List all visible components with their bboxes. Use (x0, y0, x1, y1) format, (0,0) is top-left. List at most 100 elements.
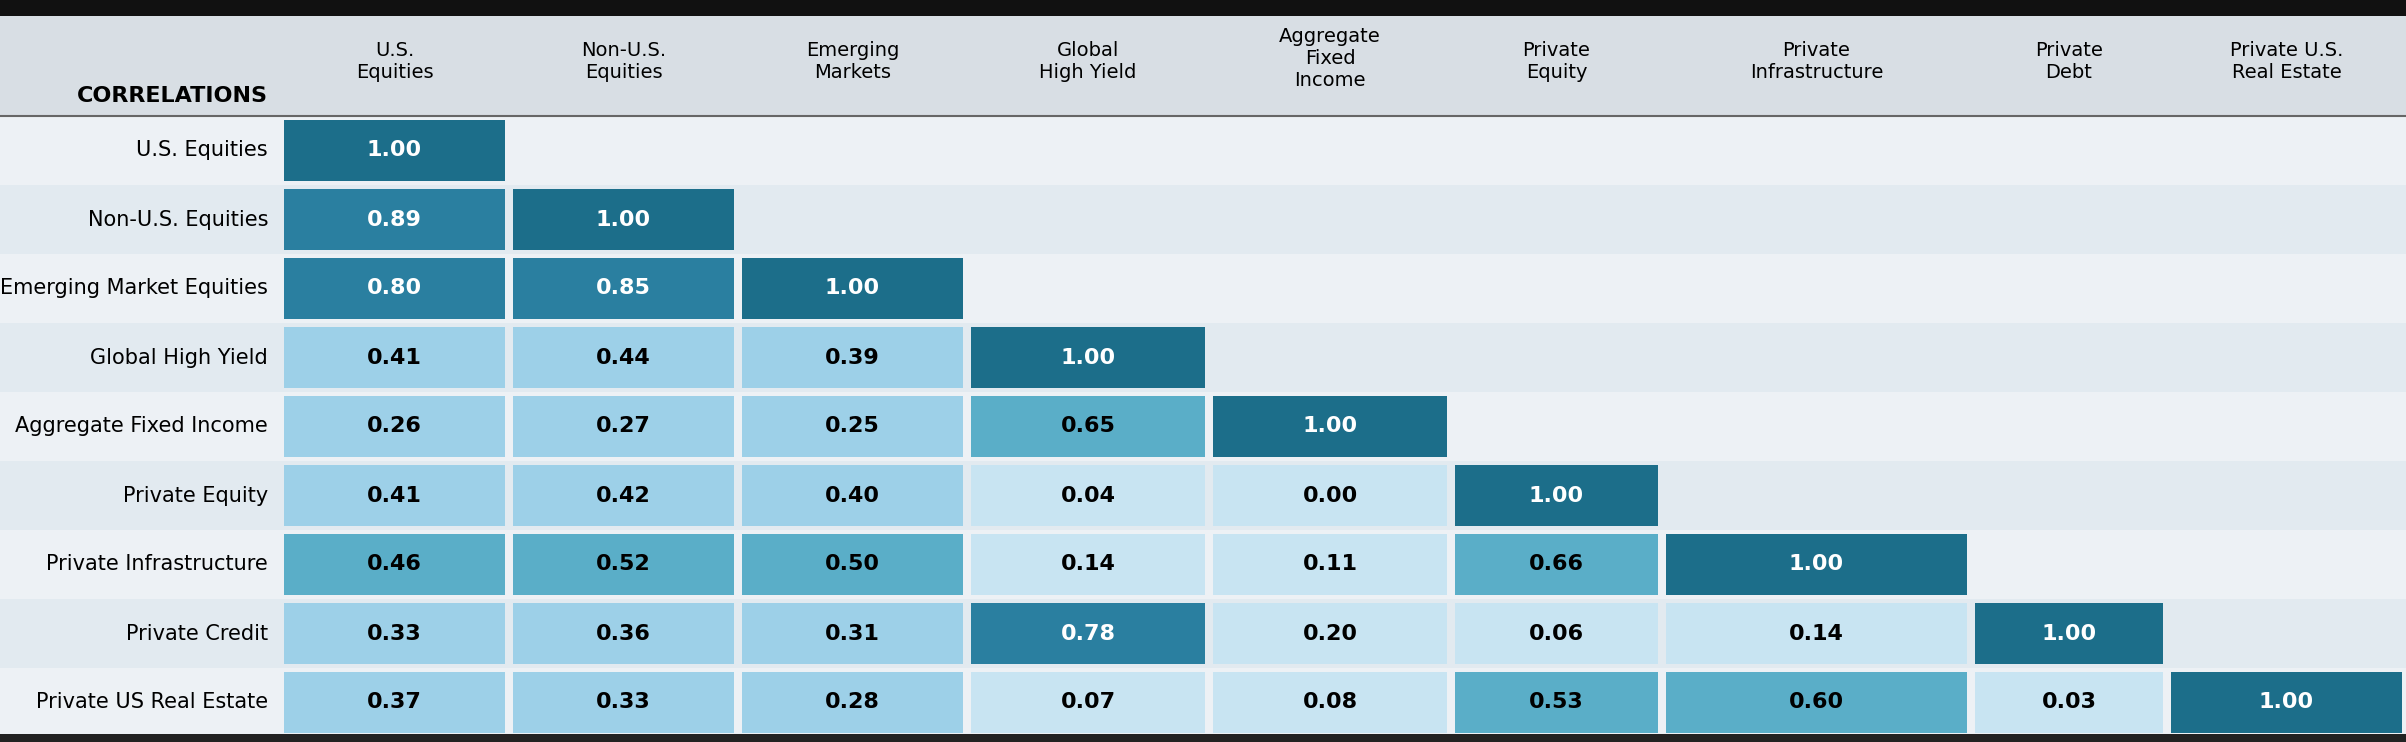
Bar (512, 396, 734, 457)
Bar (284, 465, 505, 526)
Text: 0.31: 0.31 (825, 623, 881, 643)
Text: 0.89: 0.89 (368, 209, 421, 229)
Text: Aggregate Fixed Income: Aggregate Fixed Income (14, 416, 267, 436)
Bar (284, 189, 505, 250)
Text: 0.37: 0.37 (368, 692, 421, 712)
Text: 0.78: 0.78 (1061, 623, 1116, 643)
Text: 1.00: 1.00 (1528, 485, 1583, 505)
Bar (741, 603, 962, 664)
Bar (284, 327, 505, 388)
Text: 0.33: 0.33 (368, 623, 421, 643)
Text: Private: Private (2035, 41, 2103, 59)
Text: 0.60: 0.60 (1790, 692, 1843, 712)
Text: Aggregate: Aggregate (1280, 27, 1381, 45)
Text: 1.00: 1.00 (2040, 623, 2096, 643)
Text: Fixed: Fixed (1304, 48, 1355, 68)
Text: Infrastructure: Infrastructure (1749, 62, 1884, 82)
Bar (1213, 396, 1446, 457)
Text: U.S.: U.S. (375, 41, 414, 59)
Text: 0.50: 0.50 (825, 554, 881, 574)
Text: Emerging Market Equities: Emerging Market Equities (0, 278, 267, 298)
Text: 0.25: 0.25 (825, 416, 881, 436)
Text: 0.53: 0.53 (1530, 692, 1583, 712)
Text: High Yield: High Yield (1039, 62, 1136, 82)
Bar (1665, 534, 1968, 595)
Bar (1456, 534, 1658, 595)
Bar (284, 396, 505, 457)
Bar (0, 668, 2406, 737)
Text: Global High Yield: Global High Yield (91, 347, 267, 367)
Text: 0.39: 0.39 (825, 347, 881, 367)
Text: Emerging: Emerging (806, 41, 900, 59)
Text: 0.28: 0.28 (825, 692, 881, 712)
Bar (741, 672, 962, 733)
Text: 0.14: 0.14 (1790, 623, 1843, 643)
Bar (0, 185, 2406, 254)
Bar (972, 396, 1205, 457)
Bar (0, 0, 2406, 16)
Bar (284, 534, 505, 595)
Bar (741, 396, 962, 457)
Bar (1213, 672, 1446, 733)
Text: Global: Global (1056, 41, 1119, 59)
Text: Debt: Debt (2045, 62, 2093, 82)
Bar (741, 465, 962, 526)
Text: 0.40: 0.40 (825, 485, 881, 505)
Bar (972, 603, 1205, 664)
Text: 0.04: 0.04 (1061, 485, 1116, 505)
Bar (0, 461, 2406, 530)
Bar (741, 258, 962, 319)
Text: 0.03: 0.03 (2043, 692, 2096, 712)
Text: CORRELATIONS: CORRELATIONS (77, 86, 267, 106)
Bar (741, 327, 962, 388)
Bar (1213, 465, 1446, 526)
Text: Equities: Equities (356, 62, 433, 82)
Text: Private US Real Estate: Private US Real Estate (36, 692, 267, 712)
Bar (0, 16, 2406, 116)
Bar (0, 530, 2406, 599)
Text: Non-U.S.: Non-U.S. (580, 41, 666, 59)
Text: Equity: Equity (1525, 62, 1588, 82)
Text: 1.00: 1.00 (1302, 416, 1357, 436)
Text: 0.07: 0.07 (1061, 692, 1116, 712)
Text: 0.44: 0.44 (597, 347, 652, 367)
Text: 0.41: 0.41 (368, 485, 421, 505)
Text: 0.42: 0.42 (597, 485, 652, 505)
Text: 0.41: 0.41 (368, 347, 421, 367)
Bar (0, 392, 2406, 461)
Text: 0.20: 0.20 (1302, 623, 1357, 643)
Bar (0, 116, 2406, 185)
Bar (972, 327, 1205, 388)
Text: Markets: Markets (813, 62, 890, 82)
Text: U.S. Equities: U.S. Equities (137, 140, 267, 160)
Text: 0.00: 0.00 (1302, 485, 1357, 505)
Text: Private: Private (1783, 41, 1850, 59)
Bar (1456, 672, 1658, 733)
Text: Private U.S.: Private U.S. (2230, 41, 2343, 59)
Text: 0.66: 0.66 (1528, 554, 1583, 574)
Text: 0.11: 0.11 (1302, 554, 1357, 574)
Bar (972, 672, 1205, 733)
Bar (1456, 465, 1658, 526)
Text: Equities: Equities (585, 62, 662, 82)
Bar (741, 534, 962, 595)
Bar (1975, 672, 2163, 733)
Text: 1.00: 1.00 (825, 278, 881, 298)
Text: 1.00: 1.00 (2259, 692, 2315, 712)
Bar (512, 258, 734, 319)
Text: 0.14: 0.14 (1061, 554, 1116, 574)
Text: Private Credit: Private Credit (125, 623, 267, 643)
Bar (1665, 672, 1968, 733)
Bar (1456, 603, 1658, 664)
Text: Private Equity: Private Equity (123, 485, 267, 505)
Bar (512, 534, 734, 595)
Text: 0.27: 0.27 (597, 416, 652, 436)
Bar (1213, 603, 1446, 664)
Text: 1.00: 1.00 (597, 209, 652, 229)
Text: 0.36: 0.36 (597, 623, 652, 643)
Bar (512, 603, 734, 664)
Bar (0, 599, 2406, 668)
Text: Private Infrastructure: Private Infrastructure (46, 554, 267, 574)
Bar (0, 323, 2406, 392)
Bar (512, 327, 734, 388)
